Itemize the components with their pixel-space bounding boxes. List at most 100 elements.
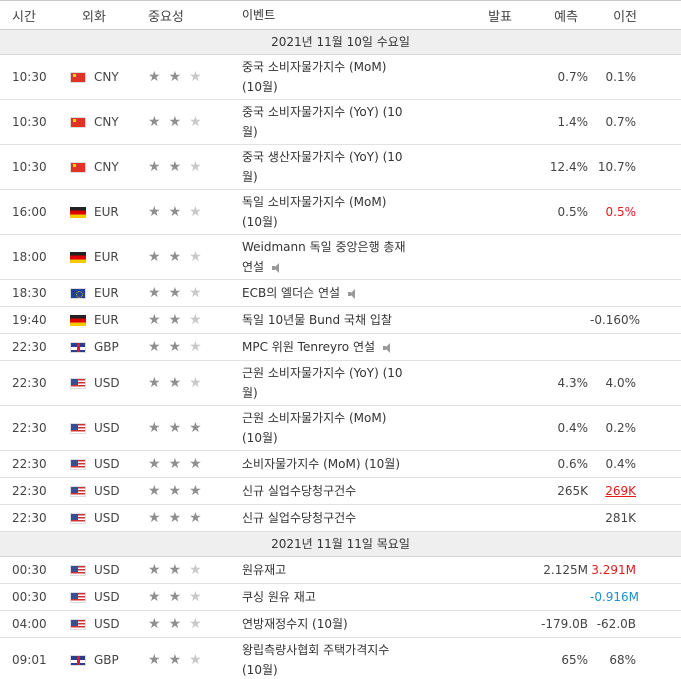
event-name-text[interactable]: 독일 10년물 Bund 국채 입찰	[242, 313, 392, 327]
event-name-text[interactable]: 중국 생산자물가지수 (YoY) (10	[242, 150, 403, 164]
event-name-text[interactable]: (10월)	[242, 215, 278, 229]
event-name-text[interactable]: ECB의 엘더슨 연설	[242, 286, 341, 300]
event-name-line1[interactable]: 연방재정수지 (10월)	[242, 614, 438, 634]
event-name-line1[interactable]: 소비자물가지수 (MoM) (10월)	[242, 454, 438, 474]
event-name[interactable]: 독일 10년물 Bund 국채 입찰	[238, 310, 438, 330]
table-row[interactable]: 22:30 USD ★ ★ ★ 신규 실업수당청구건수 281K	[0, 505, 681, 532]
event-name-text[interactable]: Weidmann 독일 중앙은행 총재	[242, 240, 406, 254]
event-name-text[interactable]: (10월)	[242, 80, 278, 94]
table-row[interactable]: 22:30 GBP ★ ★ ★ MPC 위원 Tenreyro 연설	[0, 334, 681, 361]
event-name-line1[interactable]: 독일 10년물 Bund 국채 입찰	[242, 310, 438, 330]
event-name-line2[interactable]: (10월)	[242, 660, 438, 679]
table-row[interactable]: 04:00 USD ★ ★ ★ 연방재정수지 (10월) -179.0B -62.0B	[0, 611, 681, 638]
event-name[interactable]: 소비자물가지수 (MoM) (10월)	[238, 454, 438, 474]
speaker-icon[interactable]	[348, 288, 360, 299]
event-name-line1[interactable]: 중국 소비자물가지수 (YoY) (10	[242, 102, 438, 122]
event-name-line1[interactable]: 쿠싱 원유 재고	[242, 587, 438, 607]
event-name[interactable]: 원유재고	[238, 560, 438, 580]
event-name-text[interactable]: 연방재정수지 (10월)	[242, 617, 348, 631]
event-name-line1[interactable]: 중국 소비자물가지수 (MoM)	[242, 57, 438, 77]
event-name-text[interactable]: 연설	[242, 260, 265, 274]
event-name[interactable]: 신규 실업수당청구건수	[238, 508, 438, 528]
event-name-line1[interactable]: Weidmann 독일 중앙은행 총재	[242, 237, 438, 257]
event-name-line2[interactable]: (10월)	[242, 77, 438, 97]
event-name[interactable]: 중국 생산자물가지수 (YoY) (10 월)	[238, 147, 438, 187]
event-name-text[interactable]: MPC 위원 Tenreyro 연설	[242, 340, 376, 354]
event-name-text[interactable]: 중국 소비자물가지수 (YoY) (10	[242, 105, 403, 119]
event-name-line1[interactable]: MPC 위원 Tenreyro 연설	[242, 337, 438, 357]
event-name-line2[interactable]: 월)	[242, 167, 438, 187]
event-name[interactable]: 중국 소비자물가지수 (YoY) (10 월)	[238, 102, 438, 142]
table-row[interactable]: 09:01 GBP ★ ★ ★ 왕립측량사협회 주택가격지수 (10월) 65% 68%	[0, 638, 681, 679]
event-name[interactable]: 중국 소비자물가지수 (MoM) (10월)	[238, 57, 438, 97]
event-name-text[interactable]: (10월)	[242, 663, 278, 677]
event-name-line1[interactable]: 왕립측량사협회 주택가격지수	[242, 640, 438, 660]
currency-code: EUR	[94, 286, 119, 300]
event-name-text[interactable]: 신규 실업수당청구건수	[242, 511, 357, 525]
event-name-line1[interactable]: 원유재고	[242, 560, 438, 580]
table-row[interactable]: 22:30 USD ★ ★ ★ 소비자물가지수 (MoM) (10월) 0.6% 0.4%	[0, 451, 681, 478]
event-name-text[interactable]: 중국 소비자물가지수 (MoM)	[242, 60, 387, 74]
event-name-line1[interactable]: 독일 소비자물가지수 (MoM)	[242, 192, 438, 212]
table-row[interactable]: 18:30 EUR ★ ★ ★ ECB의 엘더슨 연설	[0, 280, 681, 307]
table-row[interactable]: 18:00 EUR ★ ★ ★ Weidmann 독일 중앙은행 총재 연설	[0, 235, 681, 280]
event-name-line2[interactable]: (10월)	[242, 428, 438, 448]
previous-value: 4.0%	[590, 376, 679, 390]
table-row[interactable]: 10:30 CNY ★ ★ ★ 중국 소비자물가지수 (YoY) (10 월) 1.4% 0.7…	[0, 100, 681, 145]
table-row[interactable]: 10:30 CNY ★ ★ ★ 중국 생산자물가지수 (YoY) (10 월) 12.4% 10…	[0, 145, 681, 190]
table-row[interactable]: 10:30 CNY ★ ★ ★ 중국 소비자물가지수 (MoM) (10월) 0.7% 0.1%	[0, 55, 681, 100]
event-name[interactable]: 왕립측량사협회 주택가격지수 (10월)	[238, 640, 438, 679]
header-previous[interactable]: 이전	[613, 9, 637, 25]
header-importance[interactable]: 중요성	[148, 9, 184, 25]
table-row[interactable]: 19:40 EUR ★ ★ ★ 독일 10년물 Bund 국채 입찰 -0.160%	[0, 307, 681, 334]
event-name-text[interactable]: 왕립측량사협회 주택가격지수	[242, 643, 390, 657]
event-name-line2[interactable]: 월)	[242, 383, 438, 403]
event-name-text[interactable]: 월)	[242, 386, 258, 400]
event-name[interactable]: MPC 위원 Tenreyro 연설	[238, 337, 438, 357]
event-name-line1[interactable]: ECB의 엘더슨 연설	[242, 283, 438, 303]
event-name-line1[interactable]: 근원 소비자물가지수 (YoY) (10	[242, 363, 438, 383]
event-name-line2[interactable]: 연설	[242, 257, 438, 277]
event-name[interactable]: 근원 소비자물가지수 (YoY) (10 월)	[238, 363, 438, 403]
event-name-text[interactable]: 신규 실업수당청구건수	[242, 484, 357, 498]
event-name-line1[interactable]: 중국 생산자물가지수 (YoY) (10	[242, 147, 438, 167]
event-name-text[interactable]: 월)	[242, 170, 258, 184]
event-name[interactable]: 신규 실업수당청구건수	[238, 481, 438, 501]
event-name[interactable]: 쿠싱 원유 재고	[238, 587, 438, 607]
event-name-text[interactable]: (10월)	[242, 431, 278, 445]
event-name-line2[interactable]: 월)	[242, 122, 438, 142]
speaker-icon[interactable]	[272, 262, 284, 273]
table-row[interactable]: 00:30 USD ★ ★ ★ 쿠싱 원유 재고 -0.916M	[0, 584, 681, 611]
event-name-text[interactable]: 쿠싱 원유 재고	[242, 590, 316, 604]
event-name-line1[interactable]: 신규 실업수당청구건수	[242, 508, 438, 528]
star-icon: ★	[189, 589, 202, 605]
table-row[interactable]: 22:30 USD ★ ★ ★ 신규 실업수당청구건수 265K 269K	[0, 478, 681, 505]
event-name-text[interactable]: 근원 소비자물가지수 (YoY) (10	[242, 366, 403, 380]
header-currency[interactable]: 외화	[82, 9, 106, 25]
header-actual[interactable]: 발표	[488, 9, 512, 25]
event-name-text[interactable]: 원유재고	[242, 563, 287, 577]
table-row[interactable]: 16:00 EUR ★ ★ ★ 독일 소비자물가지수 (MoM) (10월) 0.5% 0.5%	[0, 190, 681, 235]
event-name[interactable]: 연방재정수지 (10월)	[238, 614, 438, 634]
event-currency: CNY	[70, 115, 136, 129]
speaker-icon[interactable]	[383, 342, 395, 353]
event-name-line1[interactable]: 신규 실업수당청구건수	[242, 481, 438, 501]
event-name-text[interactable]: 독일 소비자물가지수 (MoM)	[242, 195, 387, 209]
event-name-text[interactable]: 근원 소비자물가지수 (MoM)	[242, 411, 387, 425]
event-name-line1[interactable]: 근원 소비자물가지수 (MoM)	[242, 408, 438, 428]
table-row[interactable]: 00:30 USD ★ ★ ★ 원유재고 2.125M 3.291M	[0, 557, 681, 584]
event-name-text[interactable]: 소비자물가지수 (MoM) (10월)	[242, 457, 400, 471]
event-currency: USD	[70, 457, 136, 471]
event-name[interactable]: 독일 소비자물가지수 (MoM) (10월)	[238, 192, 438, 232]
event-name[interactable]: ECB의 엘더슨 연설	[238, 283, 438, 303]
event-name[interactable]: 근원 소비자물가지수 (MoM) (10월)	[238, 408, 438, 448]
header-forecast[interactable]: 예측	[554, 9, 578, 25]
header-event[interactable]: 이벤트	[242, 8, 276, 22]
event-name-line2[interactable]: (10월)	[242, 212, 438, 232]
event-name-text[interactable]: 월)	[242, 125, 258, 139]
table-row[interactable]: 22:30 USD ★ ★ ★ 근원 소비자물가지수 (YoY) (10 월) 4.3% 4.0…	[0, 361, 681, 406]
star-icon: ★	[168, 375, 182, 391]
header-time[interactable]: 시간	[12, 9, 36, 25]
table-row[interactable]: 22:30 USD ★ ★ ★ 근원 소비자물가지수 (MoM) (10월) 0.4% 0.2%	[0, 406, 681, 451]
